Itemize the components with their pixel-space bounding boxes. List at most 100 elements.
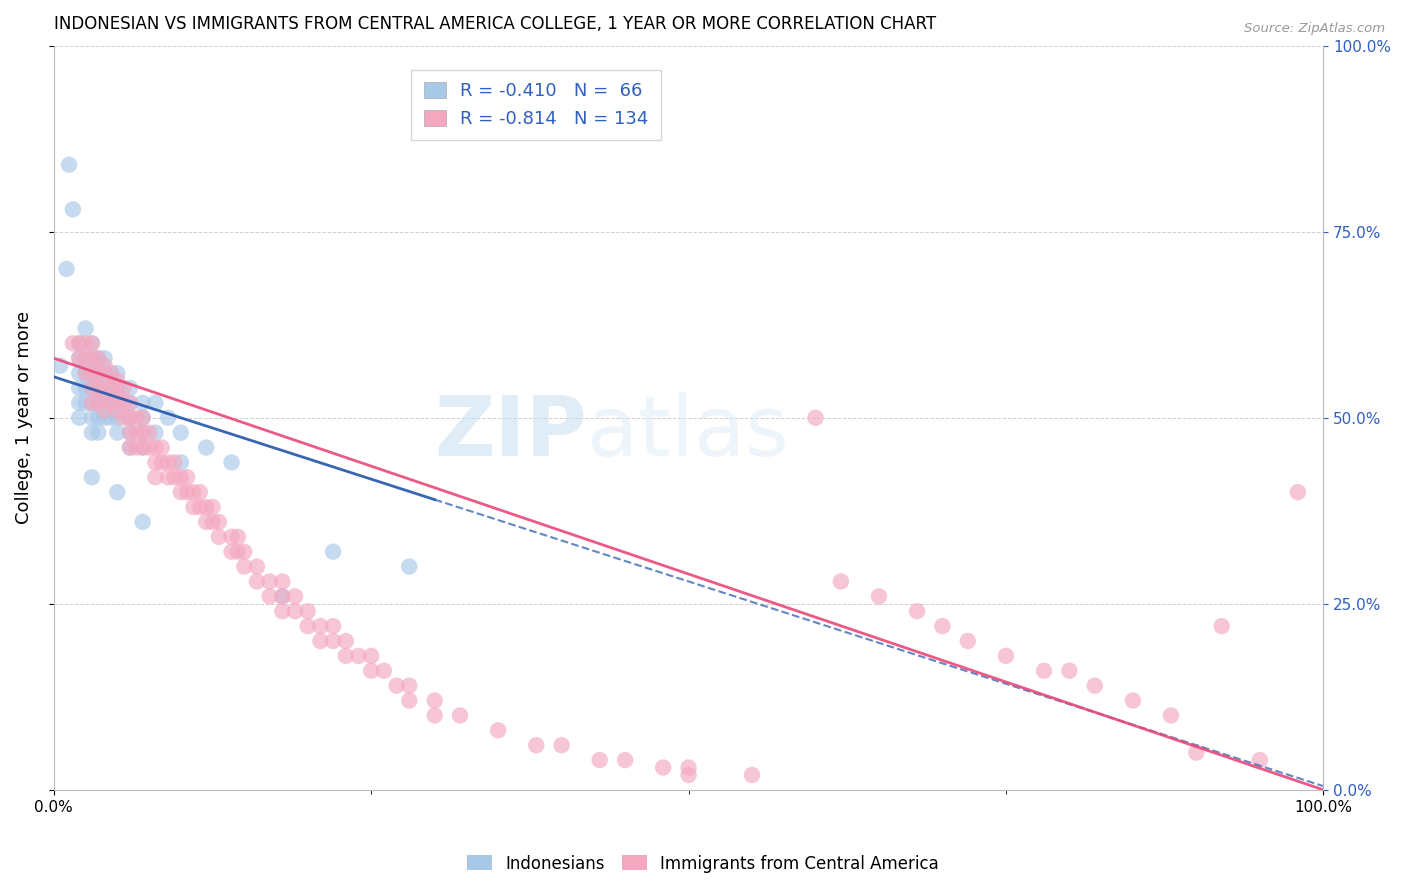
Point (423, 708, 446, 723)
Point (1160, 708, 1182, 723)
Point (145, 441, 167, 455)
Point (1286, 485, 1309, 500)
Point (157, 470, 180, 484)
Point (67, 396, 90, 410)
Point (1122, 693, 1144, 707)
Point (188, 485, 211, 500)
Point (994, 648, 1017, 663)
Point (157, 410, 180, 425)
Point (67, 381, 90, 395)
Point (93, 410, 115, 425)
Point (208, 530, 231, 544)
Point (449, 708, 471, 723)
Point (93, 374, 115, 388)
Point (105, 366, 128, 380)
Point (150, 441, 173, 455)
Point (87, 366, 110, 380)
Point (297, 604, 319, 618)
Text: atlas: atlas (586, 392, 789, 473)
Point (233, 559, 256, 574)
Point (80, 396, 103, 410)
Point (100, 396, 122, 410)
Text: ZIP: ZIP (434, 392, 586, 473)
Point (87, 396, 110, 410)
Point (804, 410, 827, 425)
Point (271, 604, 294, 618)
Point (1249, 753, 1271, 767)
Point (309, 634, 332, 648)
Point (589, 753, 612, 767)
Legend: Indonesians, Immigrants from Central America: Indonesians, Immigrants from Central Ame… (461, 848, 945, 880)
Point (100, 366, 122, 380)
Point (62, 202, 84, 217)
Point (830, 574, 852, 589)
Point (67, 336, 90, 351)
Point (80, 336, 103, 351)
Point (170, 485, 193, 500)
Point (75, 351, 97, 366)
Point (118, 381, 141, 395)
Point (105, 485, 128, 500)
Point (131, 441, 153, 455)
Point (183, 500, 205, 514)
Point (80, 381, 103, 395)
Point (75, 366, 97, 380)
Point (145, 396, 167, 410)
Point (226, 545, 249, 559)
Point (145, 455, 167, 469)
Point (80, 410, 103, 425)
Point (195, 441, 218, 455)
Point (112, 381, 135, 395)
Point (145, 470, 167, 484)
Point (284, 604, 307, 618)
Point (373, 664, 395, 678)
Point (176, 470, 198, 484)
Point (80, 396, 103, 410)
Point (170, 425, 193, 440)
Point (170, 470, 193, 484)
Point (246, 559, 269, 574)
Point (271, 590, 294, 604)
Point (678, 768, 700, 782)
Point (170, 455, 193, 469)
Point (87, 396, 110, 410)
Point (271, 590, 294, 604)
Point (80, 351, 103, 366)
Point (87, 381, 110, 395)
Point (55, 261, 77, 276)
Point (100, 396, 122, 410)
Y-axis label: College, 1 year or more: College, 1 year or more (15, 311, 32, 524)
Point (233, 545, 256, 559)
Point (93, 351, 115, 366)
Point (112, 410, 135, 425)
Point (208, 515, 231, 529)
Point (1211, 619, 1233, 633)
Point (550, 738, 572, 752)
Point (271, 574, 294, 589)
Point (67, 336, 90, 351)
Point (221, 545, 243, 559)
Point (80, 470, 103, 484)
Point (741, 768, 763, 782)
Point (75, 351, 97, 366)
Point (49, 359, 72, 373)
Point (87, 381, 110, 395)
Point (80, 366, 103, 380)
Point (100, 381, 122, 395)
Point (118, 410, 141, 425)
Point (118, 425, 141, 440)
Point (105, 425, 128, 440)
Point (125, 425, 148, 440)
Point (80, 336, 103, 351)
Point (62, 336, 84, 351)
Point (75, 321, 97, 335)
Point (360, 648, 382, 663)
Point (80, 425, 103, 440)
Point (150, 455, 173, 469)
Point (93, 359, 115, 373)
Point (423, 693, 446, 707)
Point (246, 574, 269, 589)
Point (80, 381, 103, 395)
Point (385, 679, 408, 693)
Point (259, 590, 281, 604)
